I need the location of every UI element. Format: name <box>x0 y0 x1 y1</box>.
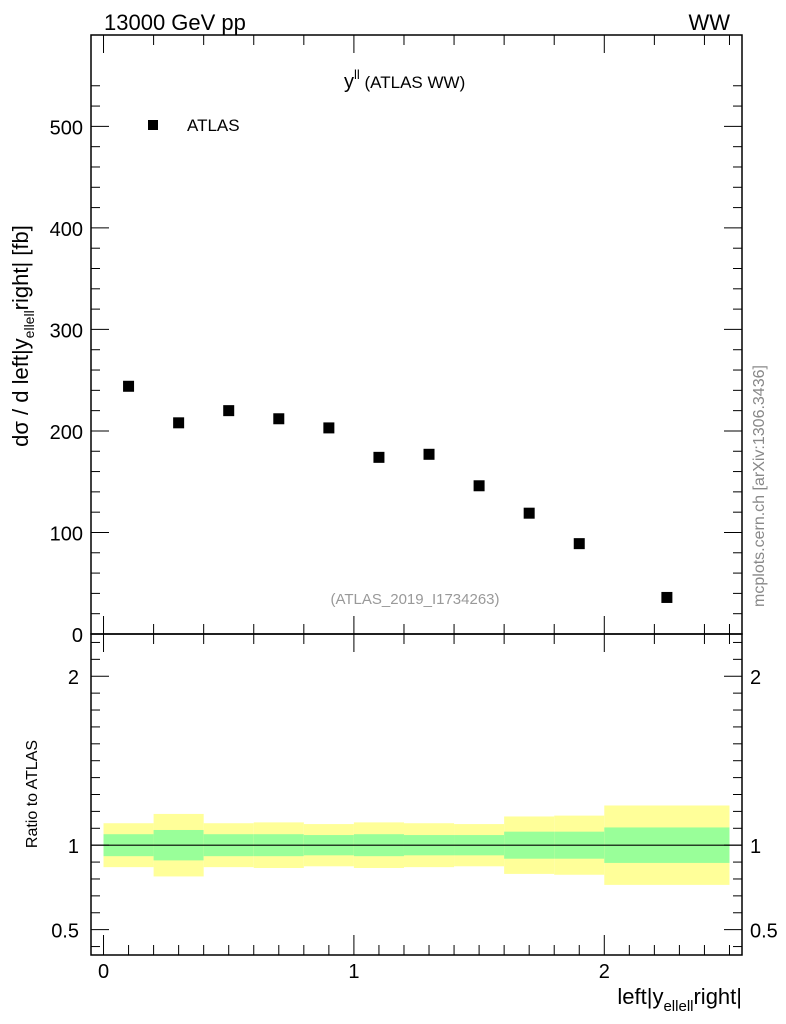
ratio-x-bin-ticks <box>103 634 730 652</box>
ratio-y-tick-label-right: 0.5 <box>750 921 778 943</box>
atlas-data-point <box>473 480 485 492</box>
ratio-x-tick-label: 0 <box>98 961 109 983</box>
atlas-data-point <box>373 451 385 463</box>
main-y-tick-label: 100 <box>50 523 83 545</box>
ratio-y-axis-label: Ratio to ATLAS <box>24 740 41 848</box>
main-y-axis: 0 100 200 300 400 500 <box>50 85 742 647</box>
ratio-y-tick-label-right: 1 <box>750 836 761 858</box>
atlas-data-point <box>573 538 585 550</box>
main-y-tick-label: 500 <box>50 117 83 139</box>
atlas-data-point <box>523 507 535 519</box>
atlas-data-point <box>223 405 235 417</box>
main-y-axis-label: dσ / d left|yellellright| [fb] <box>8 225 37 447</box>
atlas-data-point <box>423 448 435 460</box>
ratio-y-axis: 0.5 0.5 1 1 2 2 <box>51 641 778 948</box>
ratio-x-tick-label: 1 <box>348 961 359 983</box>
main-y-tick-label: 400 <box>50 219 83 241</box>
atlas-data-point <box>323 422 335 434</box>
atlas-data-point <box>123 380 135 392</box>
ratio-panel: 0.5 0.5 1 1 2 2 0 1 2 Ratio to ATLAS left|yelle… <box>24 633 778 1015</box>
ratio-y-tick-label-left: 1 <box>68 836 79 858</box>
x-axis-label: left|yellellright| <box>617 984 742 1015</box>
atlas-data-point <box>273 413 285 425</box>
ratio-x-axis: 0 1 2 <box>98 935 730 983</box>
ratio-y-tick-label-right: 2 <box>750 667 761 689</box>
process-label: WW <box>688 10 730 35</box>
legend-marker <box>148 120 158 130</box>
atlas-data-point <box>661 591 673 603</box>
main-y-tick-label: 0 <box>72 625 83 647</box>
main-plot-title: yll (ATLAS WW) <box>344 67 465 93</box>
main-y-tick-label: 200 <box>50 422 83 444</box>
main-panel: yll (ATLAS WW) 0 100 200 300 400 500 ATLAS (A… <box>8 34 743 647</box>
analysis-watermark: (ATLAS_2019_I1734263) <box>330 591 499 608</box>
atlas-data-points <box>123 380 673 603</box>
energy-label: 13000 GeV pp <box>104 10 246 35</box>
ratio-frame <box>90 633 743 956</box>
ratio-x-tick-label: 2 <box>599 961 610 983</box>
side-source-label: mcplots.cern.ch [arXiv:1306.3436] <box>751 365 768 607</box>
legend-label-atlas: ATLAS <box>187 116 240 135</box>
main-x-bin-ticks <box>103 35 730 634</box>
ratio-y-tick-label-left: 2 <box>68 667 79 689</box>
atlas-data-point <box>173 417 185 429</box>
ratio-y-tick-label-left: 0.5 <box>51 921 79 943</box>
main-y-tick-label: 300 <box>50 320 83 342</box>
